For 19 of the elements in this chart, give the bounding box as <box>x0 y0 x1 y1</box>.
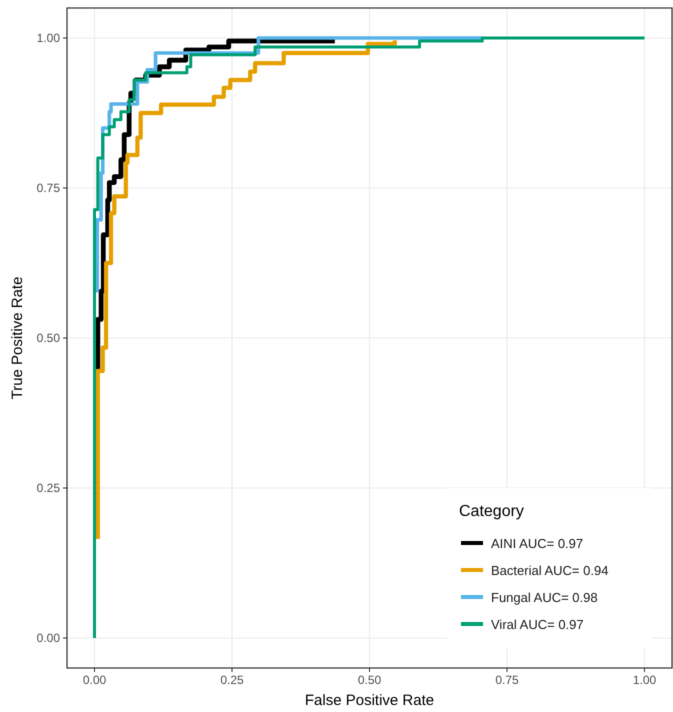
x-tick-label: 0.25 <box>220 673 244 687</box>
y-axis-title: True Positive Rate <box>9 276 26 400</box>
legend-title: Category <box>459 503 524 520</box>
y-tick-label: 0.00 <box>36 631 60 645</box>
y-tick-label: 0.75 <box>36 181 60 195</box>
x-tick-label: 1.00 <box>632 673 656 687</box>
legend-label: Bacterial AUC= 0.94 <box>491 563 608 578</box>
legend-label: AINI AUC= 0.97 <box>491 536 584 551</box>
x-axis-title: False Positive Rate <box>304 692 434 709</box>
x-tick-label: 0.50 <box>358 673 382 687</box>
line-series <box>95 36 484 294</box>
y-tick-label: 1.00 <box>36 31 60 45</box>
x-tick-label: 0.00 <box>82 673 106 687</box>
x-tick-label: 0.75 <box>495 673 519 687</box>
legend-label: Fungal AUC= 0.98 <box>491 590 598 605</box>
legend-label: Viral AUC= 0.97 <box>491 617 584 632</box>
line-series <box>93 36 646 640</box>
y-tick-label: 0.25 <box>36 481 60 495</box>
y-tick-label: 0.50 <box>36 331 60 345</box>
